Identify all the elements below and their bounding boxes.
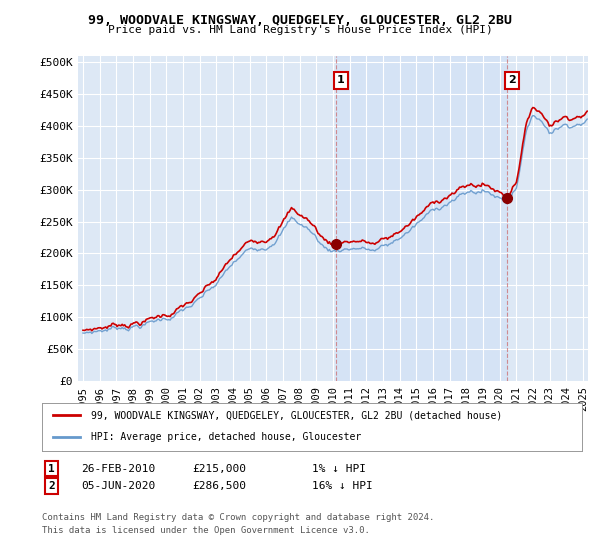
Text: Contains HM Land Registry data © Crown copyright and database right 2024.: Contains HM Land Registry data © Crown c… <box>42 513 434 522</box>
Text: 1% ↓ HPI: 1% ↓ HPI <box>312 464 366 474</box>
Text: This data is licensed under the Open Government Licence v3.0.: This data is licensed under the Open Gov… <box>42 526 370 535</box>
Text: 99, WOODVALE KINGSWAY, QUEDGELEY, GLOUCESTER, GL2 2BU (detached house): 99, WOODVALE KINGSWAY, QUEDGELEY, GLOUCE… <box>91 410 502 420</box>
Text: 2: 2 <box>48 481 55 491</box>
Text: 1: 1 <box>48 464 55 474</box>
Text: 99, WOODVALE KINGSWAY, QUEDGELEY, GLOUCESTER, GL2 2BU: 99, WOODVALE KINGSWAY, QUEDGELEY, GLOUCE… <box>88 14 512 27</box>
Text: 2: 2 <box>508 76 516 85</box>
Text: 16% ↓ HPI: 16% ↓ HPI <box>312 481 373 491</box>
Text: 1: 1 <box>337 76 345 85</box>
Text: HPI: Average price, detached house, Gloucester: HPI: Average price, detached house, Glou… <box>91 432 361 442</box>
Text: £286,500: £286,500 <box>192 481 246 491</box>
Text: 05-JUN-2020: 05-JUN-2020 <box>81 481 155 491</box>
Text: 26-FEB-2010: 26-FEB-2010 <box>81 464 155 474</box>
Bar <box>335 56 506 381</box>
Text: £215,000: £215,000 <box>192 464 246 474</box>
Text: Price paid vs. HM Land Registry's House Price Index (HPI): Price paid vs. HM Land Registry's House … <box>107 25 493 35</box>
